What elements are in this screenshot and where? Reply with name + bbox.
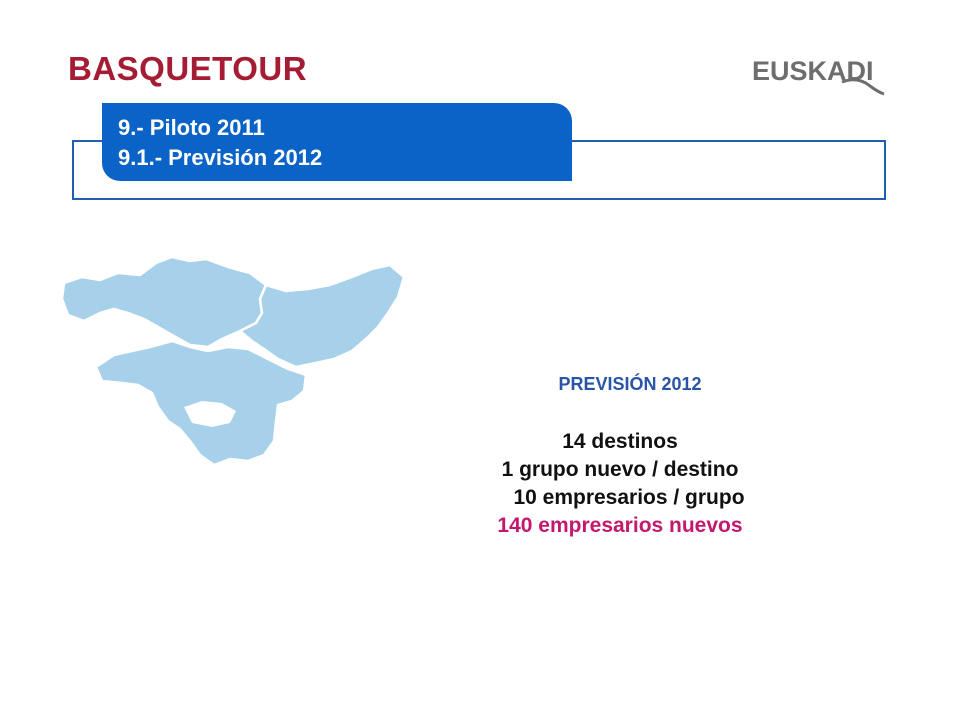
stat-groups: 1 grupo nuevo / destino bbox=[501, 458, 739, 481]
forecast-heading: PREVISIÓN 2012 bbox=[558, 374, 702, 394]
map-region-gipuzkoa bbox=[238, 263, 406, 369]
section-subtitle: 9.1.- Previsión 2012 bbox=[118, 145, 323, 170]
map-enclave bbox=[184, 401, 236, 427]
section-title: 9.- Piloto 2011 bbox=[118, 115, 265, 140]
basquetour-logo: BASQUETOUR bbox=[68, 52, 307, 85]
basque-country-map bbox=[60, 255, 406, 467]
basquetour-logo-text: BASQUETOUR bbox=[68, 50, 308, 87]
stat-entrepreneurs-per-group: 10 empresarios / grupo bbox=[513, 486, 745, 509]
section-title-box: 9.- Piloto 2011 9.1.- Previsión 2012 bbox=[102, 103, 572, 181]
euskadi-logo: EUSKADI bbox=[752, 58, 885, 96]
map-region-bizkaia bbox=[60, 255, 268, 349]
stat-destinations: 14 destinos bbox=[562, 430, 678, 453]
forecast-stats: 14 destinos 1 grupo nuevo / destino 10 e… bbox=[440, 428, 800, 540]
euskadi-swoosh-icon bbox=[841, 78, 885, 96]
stat-new-entrepreneurs: 140 empresarios nuevos bbox=[497, 514, 743, 537]
